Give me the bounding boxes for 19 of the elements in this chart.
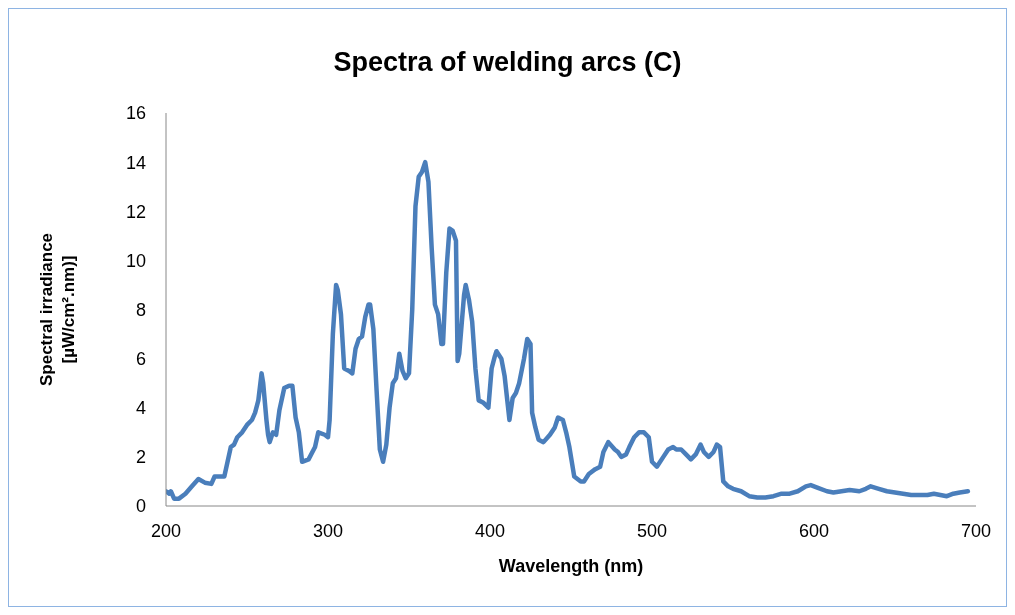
y-tick-label: 16 [125, 103, 146, 124]
y-axis-title: Spectral irradiance [µW/cm².nm)] [37, 232, 78, 387]
x-tick-label: 200 [150, 520, 182, 541]
x-tick-label: 400 [474, 520, 506, 541]
x-axis-title: Wavelength (nm) [498, 556, 644, 576]
y-tick-label: 2 [135, 447, 146, 468]
y-tick-label: 12 [125, 201, 146, 222]
x-tick-label: 500 [636, 520, 668, 541]
x-tick-label: 700 [960, 520, 992, 541]
line-series [166, 159, 971, 501]
x-tick-label: 300 [312, 520, 344, 541]
y-tick-label: 14 [125, 152, 146, 173]
y-tick-label: 10 [125, 250, 146, 271]
y-tick-label: 8 [135, 299, 146, 320]
x-tick-label: 600 [798, 520, 830, 541]
y-tick-label: 4 [135, 398, 146, 419]
y-tick-label: 6 [135, 349, 146, 370]
chart-title: Spectra of welding arcs (C) [332, 47, 683, 78]
y-tick-label: 0 [135, 496, 146, 517]
